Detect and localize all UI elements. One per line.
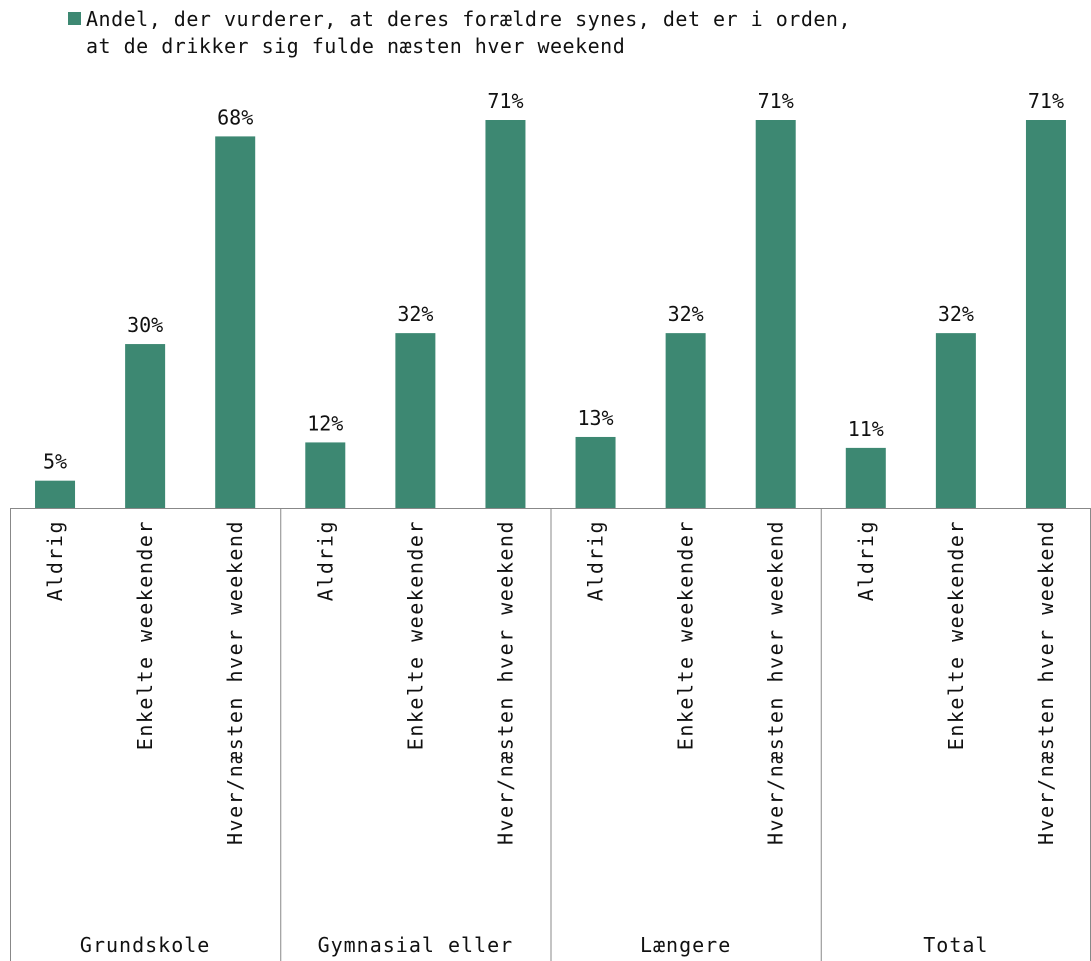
bar [935, 333, 976, 508]
data-label: 71% [487, 89, 523, 113]
bar [305, 442, 346, 508]
legend: Andel, der vurderer, at deres forældre s… [68, 6, 1086, 60]
bar [575, 436, 616, 508]
category-tick-label: Enkelte weekender [403, 520, 427, 750]
group-label: Total [923, 933, 988, 957]
bar [125, 344, 166, 508]
bar [845, 447, 886, 508]
data-label: 32% [668, 302, 704, 326]
bar [395, 333, 436, 508]
data-label: 32% [938, 302, 974, 326]
category-tick-label: Enkelte weekender [674, 520, 698, 750]
data-label: 11% [848, 417, 884, 441]
data-label: 5% [43, 450, 67, 474]
category-tick-label: Aldrig [313, 520, 337, 601]
category-tick-label: Enkelte weekender [133, 520, 157, 750]
data-label: 71% [1028, 89, 1064, 113]
group-label: Grundskole [80, 933, 210, 957]
legend-swatch [68, 12, 81, 25]
data-label: 71% [758, 89, 794, 113]
category-tick-label: Hver/næsten hver weekend [223, 520, 247, 845]
bar [485, 120, 526, 508]
data-label: 30% [127, 313, 163, 337]
category-tick-label: Aldrig [584, 520, 608, 601]
bar [35, 480, 76, 508]
bar [1025, 120, 1066, 508]
legend-label: Andel, der vurderer, at deres forældre s… [86, 7, 852, 58]
category-tick-label: Hver/næsten hver weekend [764, 520, 788, 845]
category-tick-label: Hver/næsten hver weekend [493, 520, 517, 845]
category-tick-label: Aldrig [43, 520, 67, 601]
data-label: 12% [307, 411, 343, 435]
group-label: Længere [640, 933, 731, 957]
bar [215, 136, 256, 509]
data-label: 32% [397, 302, 433, 326]
category-tick-label: Hver/næsten hver weekend [1034, 520, 1058, 845]
bar [665, 333, 706, 508]
category-tick-label: Aldrig [854, 520, 878, 601]
category-tick-label: Enkelte weekender [944, 520, 968, 750]
bar [755, 120, 796, 508]
group-label: Gymnasial eller [318, 933, 514, 957]
data-label: 13% [577, 406, 613, 430]
data-label: 68% [217, 105, 253, 129]
